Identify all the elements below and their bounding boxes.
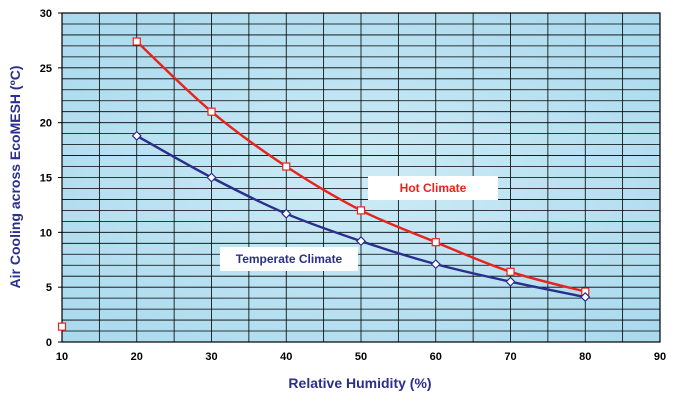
x-tick-label: 60 (430, 351, 442, 363)
data-point-temperate-climate (355, 236, 367, 247)
y-tick-label: 10 (40, 227, 52, 239)
y-tick-label: 20 (40, 118, 52, 130)
y-tick-label: 0 (46, 337, 52, 349)
data-point-hot-climate (506, 267, 515, 276)
x-tick-label: 20 (131, 351, 143, 363)
series-label-temperate-climate: Temperate Climate (236, 252, 343, 266)
x-tick-label: 90 (654, 351, 666, 363)
x-tick-label: 30 (205, 351, 217, 363)
data-point-temperate-climate (505, 276, 516, 287)
data-point-temperate-climate (281, 208, 292, 219)
y-axis-title: Air Cooling across EcoMESH (ºC) (7, 66, 23, 289)
x-axis-title: Relative Humidity (%) (288, 375, 431, 391)
series-label-hot-climate: Hot Climate (400, 181, 467, 195)
data-point-temperate-climate (206, 172, 217, 183)
y-tick-label: 15 (40, 173, 52, 185)
data-point-temperate-climate (131, 130, 142, 141)
series-label-box-hot-climate (368, 176, 498, 200)
x-tick-label: 10 (56, 351, 68, 363)
x-tick-label: 50 (355, 351, 367, 363)
x-tick-label: 80 (579, 351, 591, 363)
series-label-box-temperate-climate (220, 247, 358, 271)
data-point-hot-climate (207, 107, 216, 116)
x-tick-label: 40 (280, 351, 292, 363)
data-point-temperate-climate (580, 291, 591, 303)
data-point-temperate-climate (430, 259, 441, 270)
data-point-hot-climate (282, 162, 291, 171)
data-point-hot-climate (132, 37, 141, 46)
x-tick-label: 70 (504, 351, 516, 363)
data-point-hot-climate (356, 206, 366, 215)
y-tick-label: 30 (40, 8, 52, 20)
y-tick-label: 25 (40, 63, 52, 75)
data-point-hot-climate (431, 238, 440, 247)
y-tick-label: 5 (46, 282, 52, 294)
data-point-extra (57, 322, 67, 331)
